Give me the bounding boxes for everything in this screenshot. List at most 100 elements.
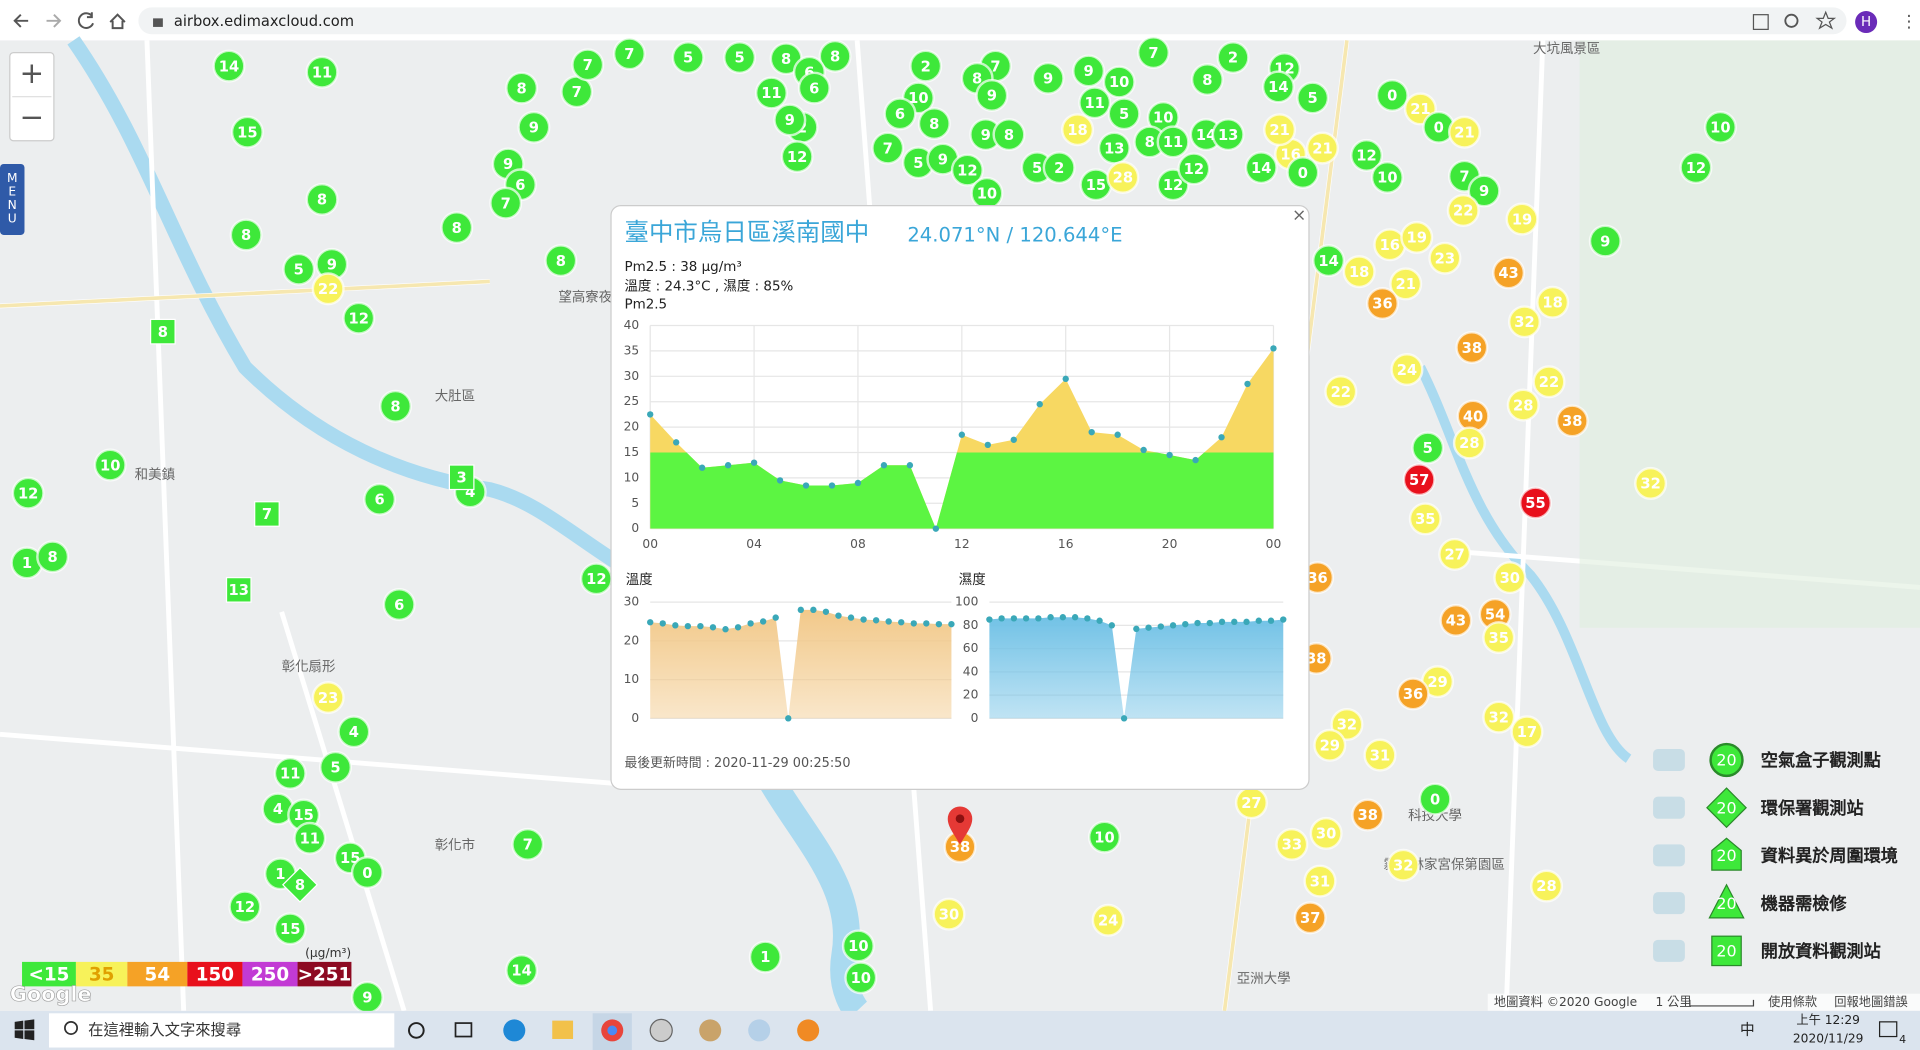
station-marker[interactable]: 12 [228, 890, 262, 924]
station-marker[interactable]: 6 [797, 71, 831, 105]
station-marker[interactable]: 17 [1510, 715, 1544, 749]
station-marker[interactable]: 11 [754, 76, 788, 110]
station-marker[interactable]: 10 [1102, 65, 1136, 99]
station-marker[interactable]: 10 [1146, 100, 1180, 135]
station-marker[interactable]: 38 [1555, 404, 1589, 438]
ime-indicator[interactable]: 中 [1740, 1021, 1755, 1038]
station-marker[interactable]: 28 [1506, 388, 1540, 422]
station-marker[interactable]: 29 [1313, 728, 1347, 762]
station-marker[interactable]: 35 [1408, 502, 1442, 536]
station-marker[interactable]: 37 [1293, 901, 1327, 935]
station-marker[interactable]: 40 [1456, 399, 1490, 433]
station-marker[interactable]: 23 [1428, 241, 1462, 275]
task-view-button[interactable] [454, 1022, 473, 1038]
station-marker[interactable]: 43 [1439, 603, 1473, 637]
station-marker[interactable]: 27 [1234, 786, 1268, 820]
station-marker[interactable]: 8 [505, 71, 539, 105]
station-marker[interactable]: 19 [1400, 220, 1434, 254]
station-marker[interactable]: 5 [723, 40, 757, 75]
station-marker[interactable]: 38 [1351, 798, 1385, 832]
station-marker[interactable]: 30 [1493, 561, 1527, 595]
station-marker[interactable]: 12 [11, 476, 45, 510]
station-marker[interactable]: 14 [1261, 70, 1295, 104]
station-marker[interactable]: 8 [281, 866, 319, 903]
station-marker[interactable]: 14 [1244, 151, 1278, 185]
station-marker[interactable]: 9 [1072, 54, 1106, 88]
station-marker[interactable]: 29 [1421, 665, 1455, 699]
station-marker[interactable]: 30 [1309, 816, 1343, 850]
station-marker[interactable]: 9 [975, 78, 1009, 112]
station-marker[interactable]: 57 [1402, 463, 1436, 497]
station-marker[interactable]: 22 [1532, 365, 1566, 399]
station-marker[interactable]: 13 [1097, 131, 1131, 165]
station-marker[interactable]: 18 [1342, 255, 1376, 289]
station-marker[interactable]: 8 [992, 118, 1026, 152]
station-marker[interactable]: 15 [1079, 168, 1113, 202]
station-marker[interactable]: 10 [1370, 160, 1404, 194]
station-marker[interactable]: 12 [950, 153, 984, 187]
station-marker[interactable]: 7 [1136, 36, 1171, 70]
station-marker[interactable]: 24 [1390, 353, 1424, 387]
station-marker[interactable]: 8 [150, 318, 176, 345]
reload-button[interactable] [77, 12, 94, 29]
report-link[interactable]: 回報地圖錯誤 [1834, 994, 1907, 1009]
station-marker[interactable]: 9 [773, 103, 807, 137]
station-marker[interactable]: 5 [1107, 97, 1141, 131]
zoom-icon[interactable] [1784, 13, 1799, 28]
station-marker[interactable]: 22 [1446, 193, 1480, 228]
clock-date[interactable]: 2020/11/29 [1793, 1031, 1864, 1045]
station-marker[interactable]: 12 [1177, 152, 1211, 186]
station-marker[interactable]: 1 [748, 940, 782, 974]
station-marker[interactable]: 31 [1363, 738, 1397, 772]
station-marker[interactable]: 14 [1312, 244, 1346, 278]
station-marker[interactable]: 28 [1530, 869, 1564, 903]
bookmark-icon[interactable] [1815, 10, 1837, 30]
station-marker[interactable]: 5 [318, 750, 353, 784]
station-marker[interactable]: 22 [311, 272, 345, 306]
station-marker[interactable]: 16 [1373, 228, 1407, 262]
station-marker[interactable]: 0 [1418, 782, 1452, 816]
start-button[interactable] [14, 1019, 35, 1041]
station-marker[interactable]: 13 [1211, 118, 1245, 152]
station-marker[interactable]: 38 [1455, 331, 1489, 365]
station-marker[interactable]: 38 [943, 830, 977, 864]
station-marker[interactable]: 7 [511, 827, 545, 861]
station-marker[interactable]: 10 [93, 448, 127, 482]
station-marker[interactable]: 10 [844, 961, 878, 995]
station-marker[interactable]: 21 [1263, 113, 1297, 147]
search-box[interactable] [48, 1013, 395, 1048]
station-marker[interactable]: 24 [1091, 903, 1125, 937]
station-marker[interactable]: 8 [544, 244, 578, 278]
station-marker[interactable]: 5 [1411, 431, 1445, 465]
map[interactable]: 大坑風景區望高寮夜景公園大肚區和美鎮彰化扇形彰化市霧峰林家宮保第園區亞洲大學科技… [0, 36, 1920, 1021]
station-marker[interactable]: 12 [1679, 151, 1713, 185]
station-marker[interactable]: 2 [1216, 40, 1250, 75]
menu-dots[interactable]: ⋮ [1900, 12, 1917, 32]
station-marker[interactable]: 11 [1156, 125, 1190, 159]
station-marker[interactable]: 4 [337, 715, 371, 749]
app-icon[interactable] [748, 1019, 771, 1042]
station-marker[interactable]: 0 [350, 856, 384, 890]
station-marker[interactable]: 28 [1452, 426, 1486, 460]
menu-tab[interactable] [0, 163, 25, 235]
station-marker[interactable]: 33 [1275, 827, 1309, 861]
station-marker[interactable]: 12 [342, 301, 376, 335]
station-marker[interactable]: 31 [1303, 864, 1337, 898]
station-marker[interactable]: 12 [1350, 138, 1384, 172]
station-marker[interactable]: 1 [10, 546, 44, 580]
station-marker[interactable]: 6 [883, 97, 917, 131]
close-button[interactable]: × [1292, 205, 1306, 225]
station-marker[interactable]: 36 [1396, 677, 1430, 711]
selected-pin[interactable] [947, 806, 973, 845]
app-icon[interactable] [649, 1018, 673, 1043]
station-marker[interactable]: 4 [261, 792, 295, 826]
station-marker[interactable]: 7 [612, 37, 646, 71]
station-marker[interactable]: 19 [1505, 202, 1539, 236]
station-marker[interactable]: 9 [350, 980, 384, 1014]
station-marker[interactable]: 0 [1286, 156, 1320, 190]
station-marker[interactable]: 7 [871, 131, 905, 165]
forward-button[interactable] [46, 13, 62, 28]
station-marker[interactable]: 6 [363, 482, 397, 516]
station-marker[interactable]: 43 [1492, 256, 1526, 290]
station-marker[interactable]: 11 [273, 756, 307, 790]
